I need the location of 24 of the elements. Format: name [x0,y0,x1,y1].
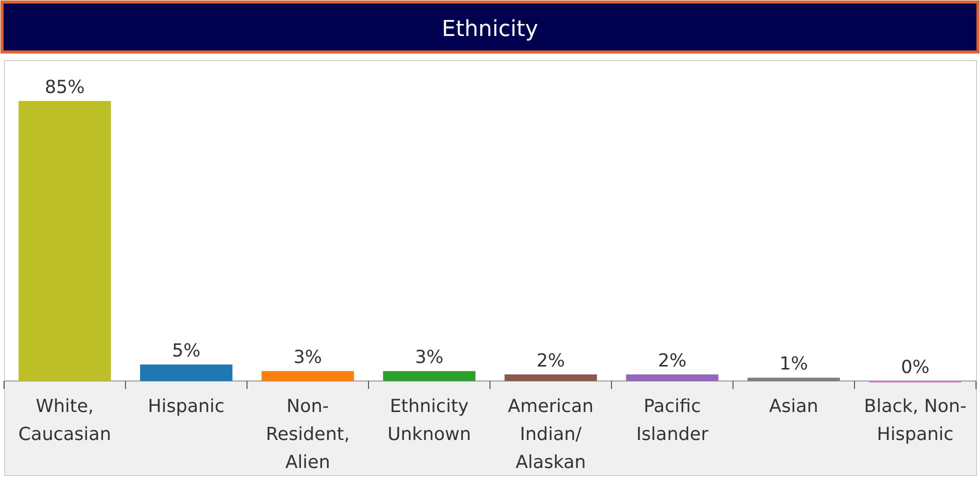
data-label: 1% [779,354,808,375]
data-label: 2% [536,350,566,372]
bar [262,371,354,381]
data-label: 3% [293,347,322,368]
data-label: 5% [172,340,201,362]
data-label: 0% [900,357,930,378]
bar [748,378,840,381]
x-tick-label: Asian [769,396,818,417]
chart-title: Ethnicity [442,17,538,42]
x-tick-label: Black, Non-Hispanic [864,396,967,445]
data-label: 3% [414,347,444,368]
data-label: 85% [44,77,85,98]
bar [626,374,718,381]
bar [504,374,597,381]
bar [140,364,232,381]
x-tick-label: Hispanic [148,396,225,417]
x-tick-label: Ethnicity Unknown [387,396,472,445]
bar [18,101,111,381]
x-tick-label: White, Caucasian [18,396,112,445]
bar [383,371,476,381]
x-tick-label: American Indian/Alaskan [508,396,594,473]
data-label: 2% [658,350,687,372]
x-tick-label: Non-Resident, Alien [266,396,350,473]
x-tick-label: Pacific Islander [636,396,709,445]
